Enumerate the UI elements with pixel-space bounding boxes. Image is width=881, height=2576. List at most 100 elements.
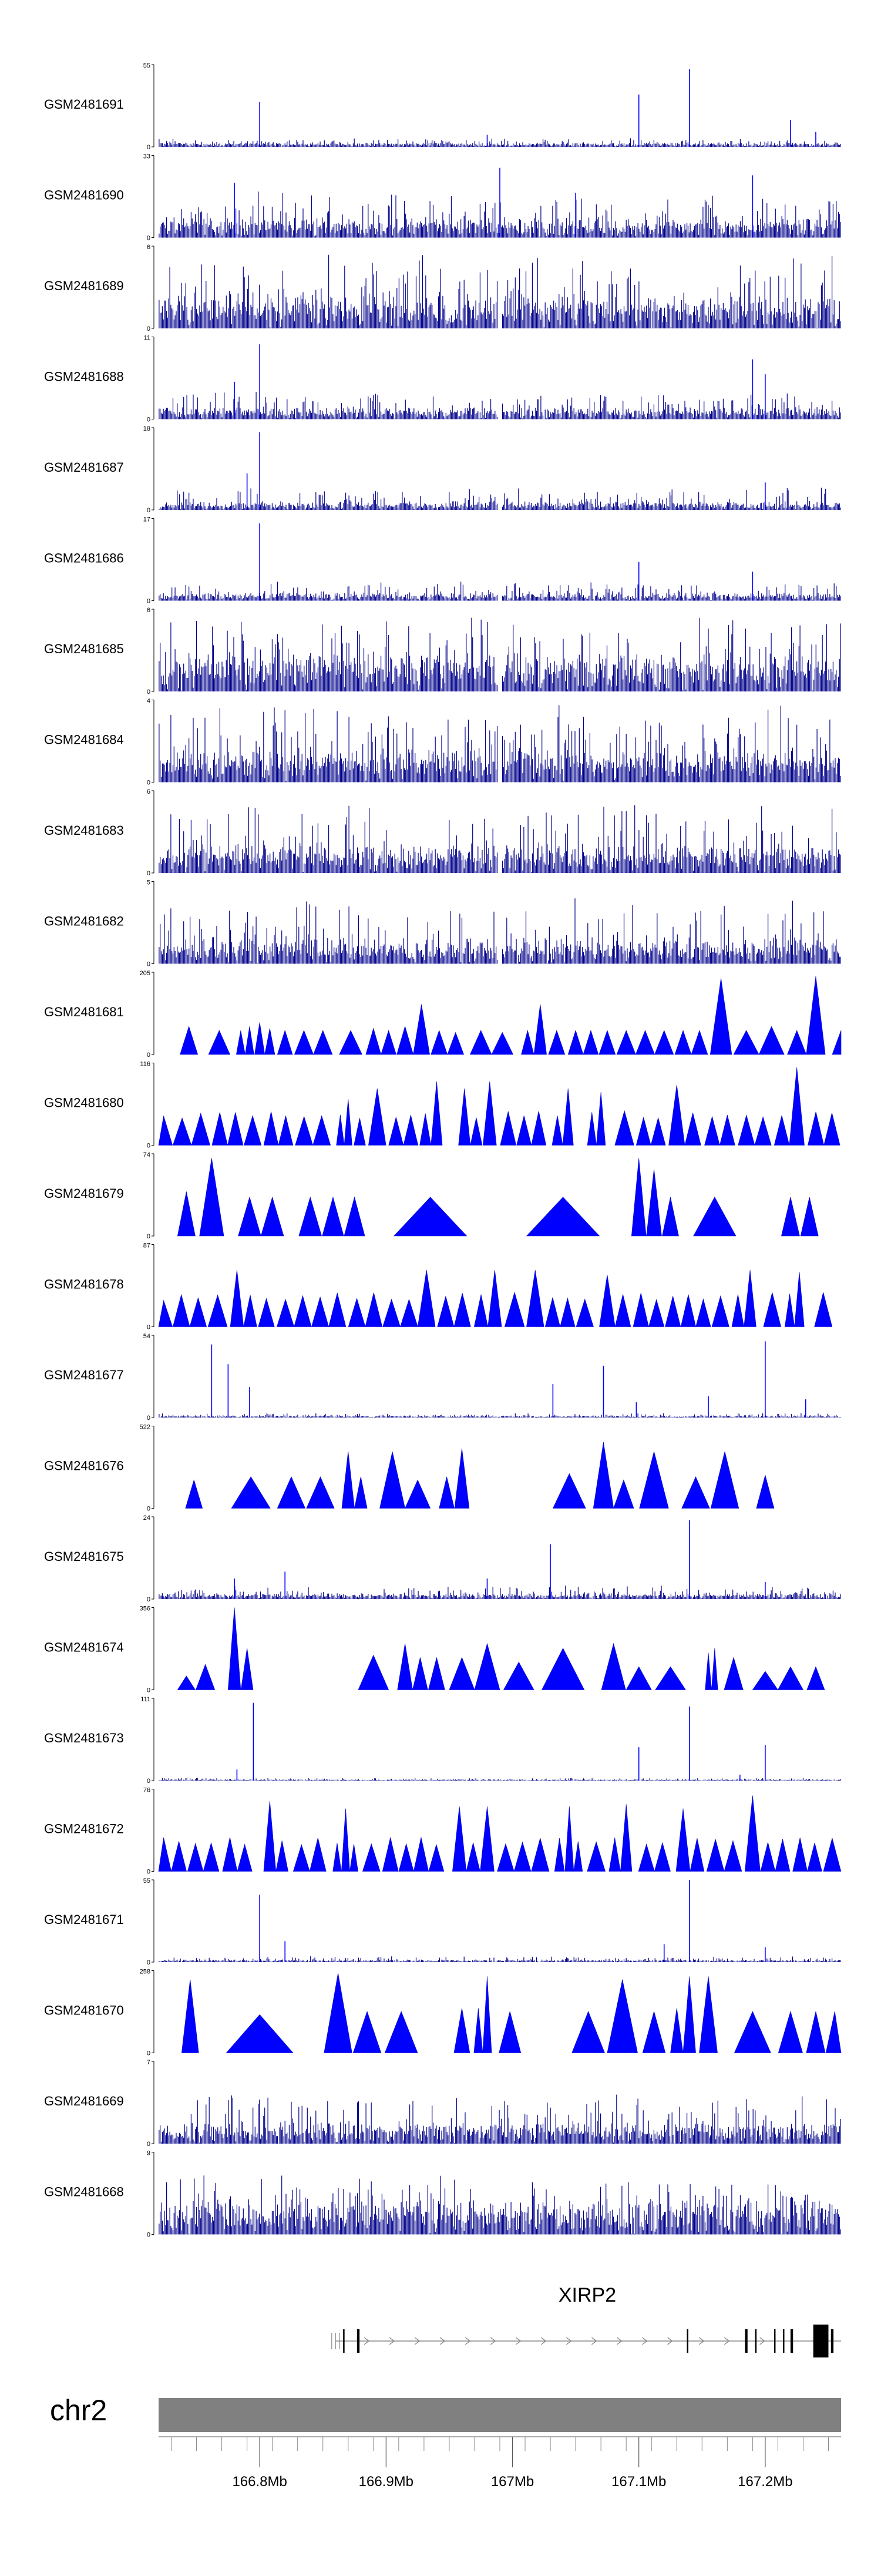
coverage-peak bbox=[763, 1292, 782, 1327]
coverage-peak bbox=[706, 1838, 725, 1872]
coverage-bars bbox=[159, 805, 841, 873]
strand-chevron bbox=[389, 2337, 395, 2345]
coverage-peak bbox=[189, 1297, 207, 1327]
coverage-peak bbox=[794, 1272, 805, 1327]
coverage-peak bbox=[635, 1116, 651, 1146]
coverage-peak bbox=[431, 1030, 448, 1055]
strand-chevron bbox=[698, 2337, 705, 2345]
coverage-peak bbox=[276, 1298, 295, 1327]
coverage-peak bbox=[567, 1030, 584, 1055]
strand-chevron bbox=[566, 2337, 572, 2345]
coverage-peak bbox=[362, 1843, 381, 1872]
coverage-peak bbox=[711, 1648, 718, 1690]
coverage-peak bbox=[368, 1088, 386, 1146]
coverage-peak bbox=[504, 1291, 525, 1327]
coverage-peak bbox=[635, 1030, 655, 1055]
coverage-peak bbox=[354, 1476, 368, 1509]
coverage-peak bbox=[388, 1116, 404, 1146]
coverage-peak bbox=[752, 1671, 778, 1690]
strand-chevron bbox=[642, 2337, 648, 2345]
track-GSM2481686: GSM2481686 17 0 bbox=[44, 516, 841, 605]
coverage-bars bbox=[159, 617, 841, 691]
coverage-peak bbox=[339, 1030, 362, 1055]
coverage-peak bbox=[576, 1298, 594, 1327]
coverage-peak bbox=[258, 1298, 275, 1327]
coverage-peak bbox=[277, 1030, 293, 1055]
coverage-peak bbox=[254, 1022, 265, 1055]
chromosome-ideogram: chr2 166.8Mb 166.9Mb 167Mb 167.1Mb 167.2Mb bbox=[50, 2394, 841, 2490]
track-label: GSM2481676 bbox=[44, 1459, 124, 1473]
coverage-peak bbox=[806, 2011, 826, 2053]
coverage-peak bbox=[403, 1115, 419, 1146]
coverage-peak bbox=[724, 1840, 742, 1872]
coverage-peak bbox=[439, 1476, 455, 1509]
chromosome-band bbox=[159, 2398, 841, 2432]
y-axis-min-label: 0 bbox=[147, 780, 150, 787]
gene-exon bbox=[755, 2329, 757, 2353]
coverage-peak bbox=[431, 1081, 443, 1146]
y-axis-max-label: 55 bbox=[143, 62, 150, 69]
coverage-peak bbox=[313, 1030, 333, 1055]
y-axis-min-label: 0 bbox=[147, 1233, 150, 1240]
strand-chevron bbox=[364, 2337, 370, 2345]
track-label: GSM2481670 bbox=[44, 2003, 124, 2018]
coverage-peak bbox=[552, 1473, 586, 1509]
coverage-peak bbox=[806, 976, 826, 1055]
y-axis-min-label: 0 bbox=[147, 1959, 150, 1966]
track-GSM2481674: GSM2481674 356 0 bbox=[44, 1606, 825, 1694]
strand-chevron bbox=[414, 2337, 421, 2345]
y-axis-max-label: 18 bbox=[143, 425, 150, 432]
gene-exon bbox=[790, 2329, 793, 2353]
coverage-peak bbox=[172, 1117, 192, 1146]
coverage-peak bbox=[226, 2014, 294, 2053]
coverage-peak bbox=[203, 1842, 220, 1872]
coverage-peak bbox=[738, 1114, 755, 1146]
y-axis-min-label: 0 bbox=[147, 2232, 150, 2239]
coverage-peak bbox=[483, 1081, 497, 1146]
coverage-peak bbox=[207, 1294, 228, 1327]
coverage-peak bbox=[211, 1112, 228, 1146]
gene-exon bbox=[687, 2329, 688, 2353]
coverage-peak bbox=[587, 1841, 606, 1872]
coverage-peak bbox=[704, 1116, 720, 1146]
coverage-peak bbox=[614, 1294, 631, 1327]
coverage-peak bbox=[328, 1292, 347, 1327]
coverage-peak bbox=[428, 1843, 445, 1872]
strand-chevron bbox=[759, 2337, 765, 2345]
coverage-peak bbox=[341, 1451, 355, 1509]
coverage-peak bbox=[499, 2010, 522, 2053]
coverage-peak bbox=[466, 1842, 480, 1872]
y-axis-max-label: 258 bbox=[140, 1969, 150, 1976]
track-label: GSM2481673 bbox=[44, 1731, 124, 1745]
coverage-peak bbox=[684, 1113, 701, 1146]
coverage-peak bbox=[382, 1298, 401, 1327]
coverage-peak bbox=[633, 1292, 649, 1327]
coverage-peak bbox=[674, 1030, 692, 1055]
coverage-peak bbox=[526, 1197, 600, 1237]
coverage-peak bbox=[648, 1299, 665, 1327]
y-axis-max-label: 74 bbox=[143, 1151, 150, 1158]
y-axis-min-label: 0 bbox=[147, 1415, 150, 1422]
y-axis-min-label: 0 bbox=[147, 1052, 150, 1059]
coverage-peak bbox=[521, 1029, 534, 1055]
coverage-peak bbox=[336, 1114, 345, 1146]
coverage-peak bbox=[670, 2008, 684, 2053]
coverage-peak bbox=[503, 1661, 534, 1690]
coverage-peak bbox=[638, 1843, 655, 1872]
coverage-bars bbox=[159, 488, 841, 510]
coverage-peak bbox=[560, 1297, 576, 1327]
x-axis-tick-label: 166.9Mb bbox=[359, 2474, 413, 2490]
coverage-bars bbox=[159, 705, 841, 782]
coverage-peak bbox=[428, 1657, 445, 1690]
coverage-peak bbox=[396, 1026, 413, 1055]
gene-exon bbox=[745, 2329, 748, 2353]
coverage-peak bbox=[158, 1116, 173, 1146]
x-axis-tick-label: 167Mb bbox=[491, 2474, 534, 2490]
y-axis-max-label: 116 bbox=[140, 1061, 150, 1068]
track-GSM2481683: GSM2481683 6 0 bbox=[44, 788, 841, 877]
coverage-peak bbox=[642, 2010, 666, 2053]
coverage-peak bbox=[187, 1842, 204, 1872]
y-axis-min-label: 0 bbox=[147, 325, 150, 333]
y-axis-max-label: 6 bbox=[147, 607, 150, 614]
coverage-peak bbox=[733, 1030, 759, 1055]
